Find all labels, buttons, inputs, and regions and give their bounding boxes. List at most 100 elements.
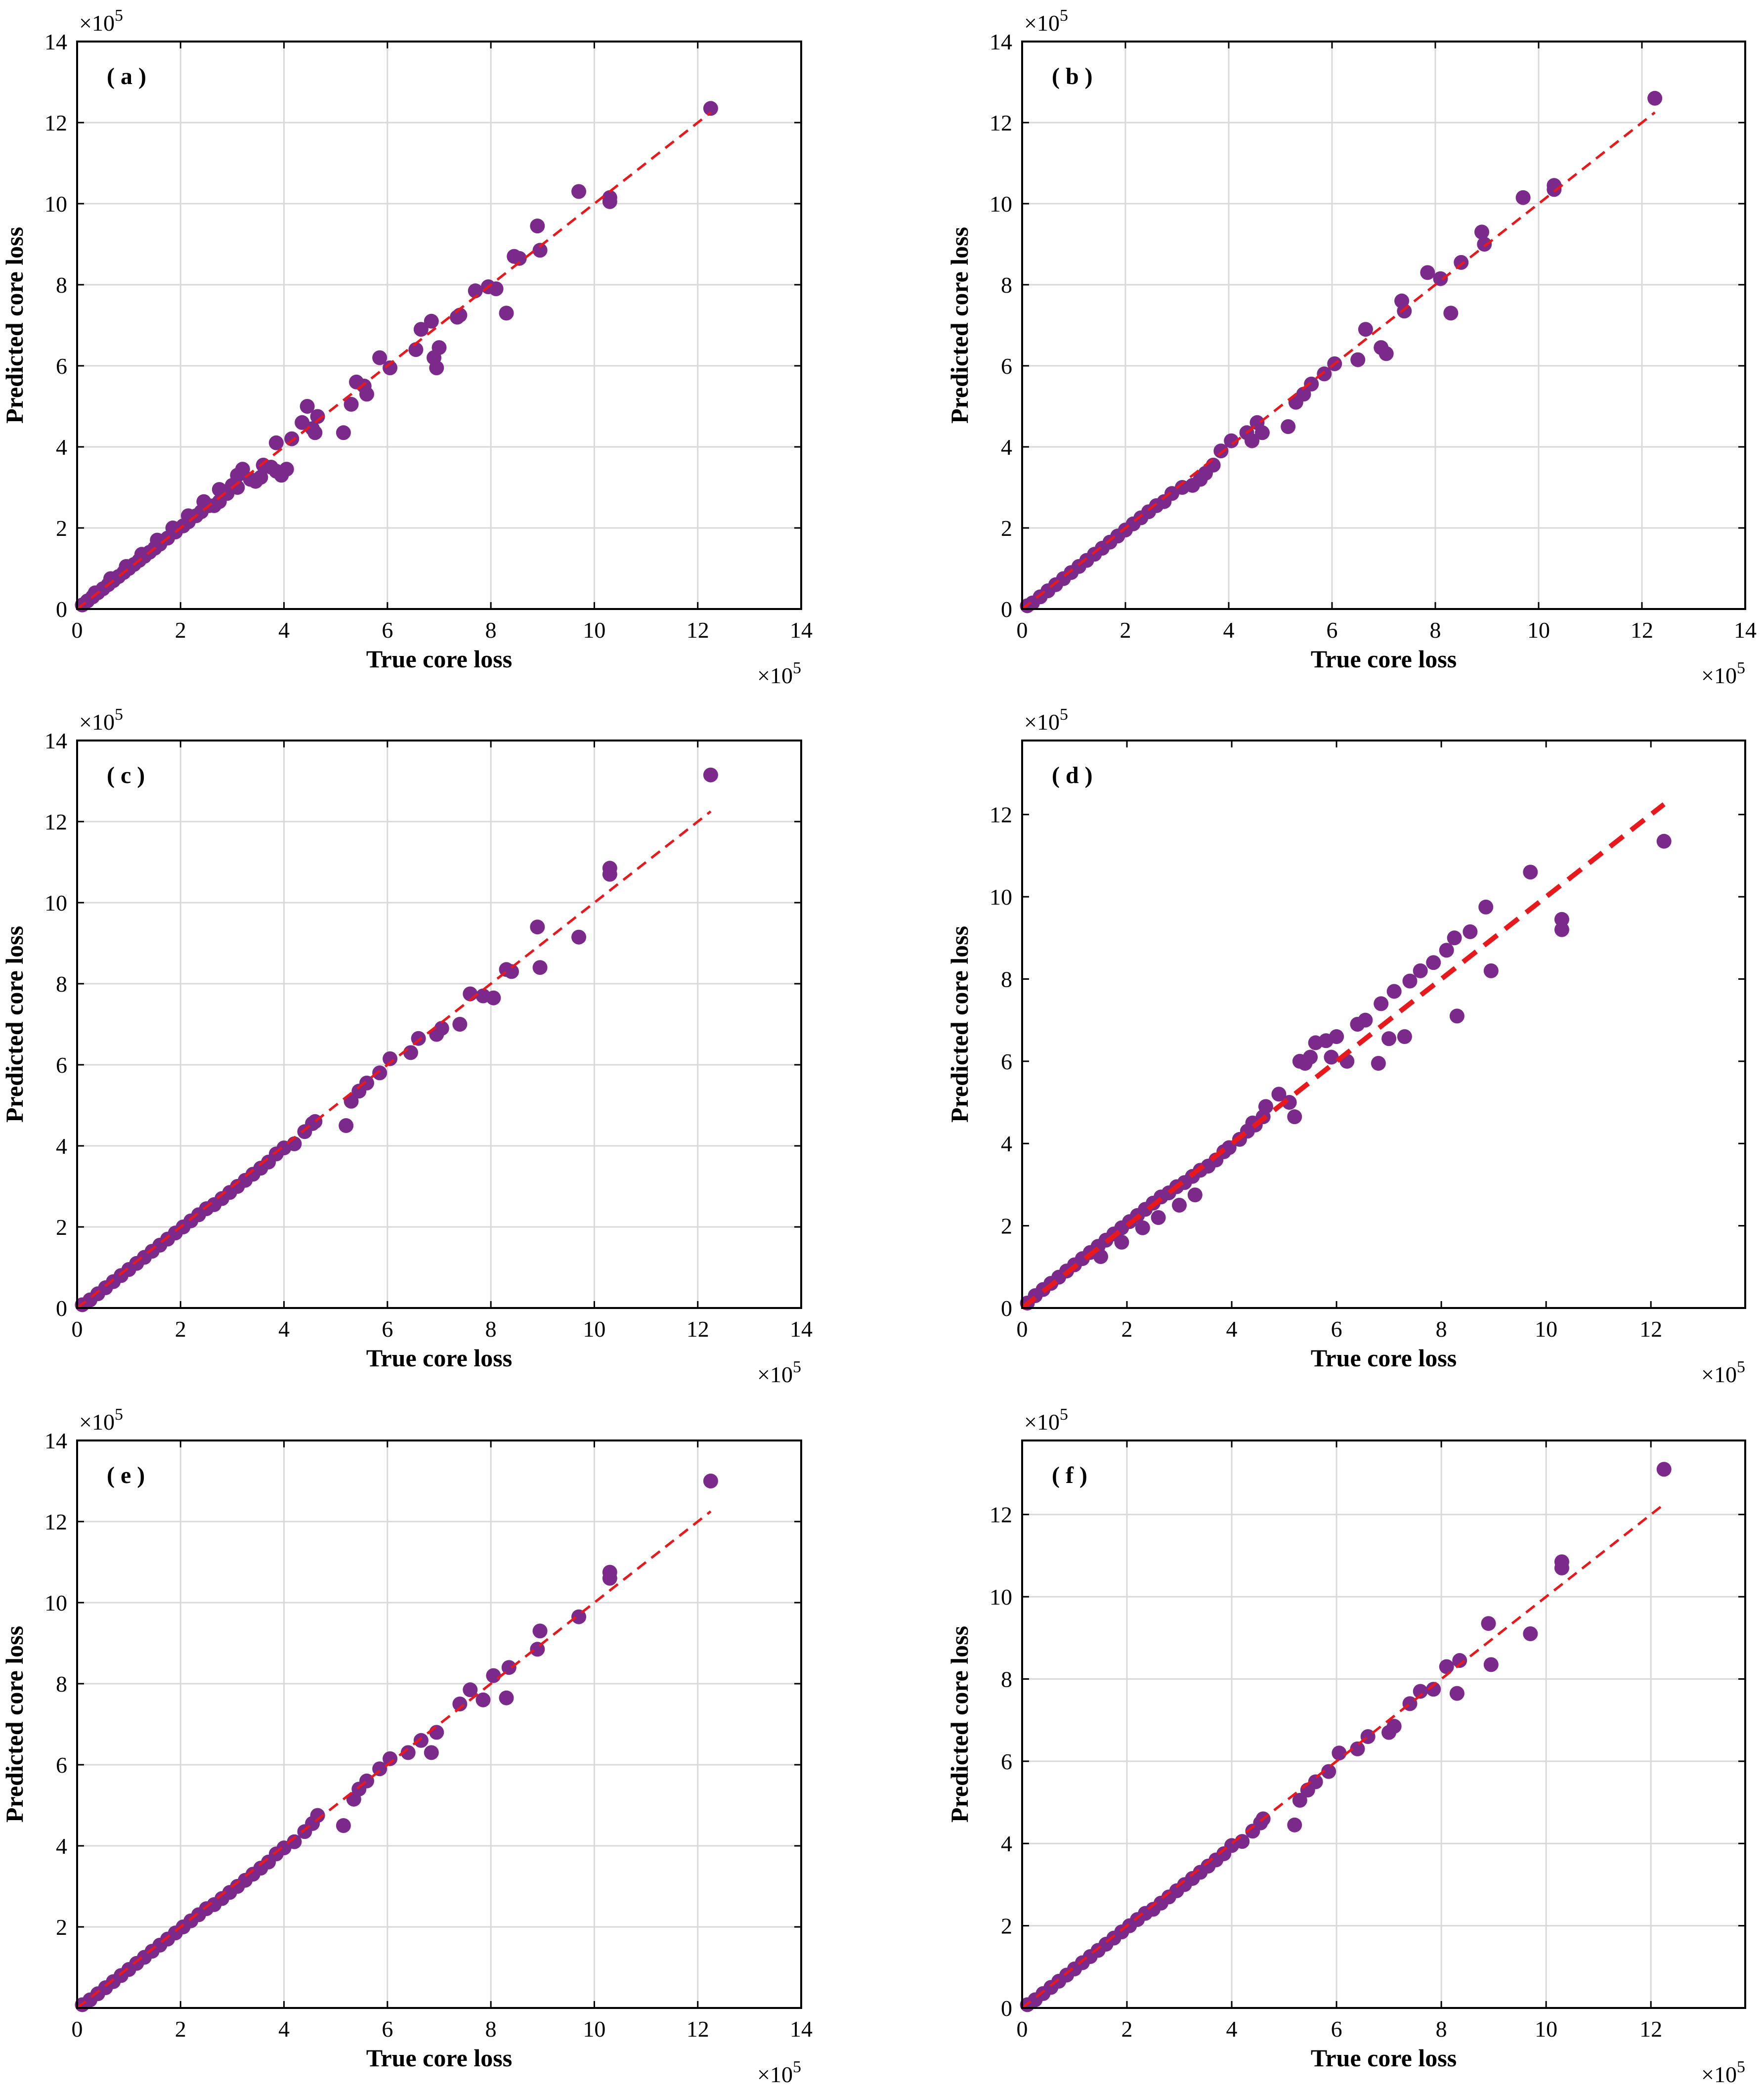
- x-tick-label: 8: [1436, 2016, 1447, 2042]
- x-tick-label: 4: [278, 2016, 290, 2042]
- y-tick-label: 10: [44, 1590, 67, 1615]
- data-point: [1374, 996, 1389, 1011]
- panel-b: 0 2 4 6 8 10 12 14 0 2 4 6 8 10 12 14 True core loss Pred…: [946, 6, 1757, 688]
- data-point: [1093, 1249, 1109, 1265]
- x-tick-label: 14: [790, 1316, 813, 1342]
- data-point: [530, 218, 545, 234]
- x-tick-label: 14: [1734, 617, 1757, 643]
- y-tick-label: 12: [44, 1509, 67, 1534]
- y-tick-label: 6: [1001, 1049, 1012, 1074]
- y-multiplier-exponent: 5: [1060, 1405, 1068, 1424]
- panel-label: ( b ): [1052, 63, 1093, 89]
- panel-label: ( c ): [107, 762, 145, 788]
- y-tick-label: 10: [44, 890, 67, 916]
- x-multiplier-exponent: 5: [793, 1358, 801, 1376]
- panel-label: ( e ): [107, 1462, 145, 1488]
- x-tick-label: 0: [1017, 1316, 1028, 1342]
- data-point: [1213, 443, 1229, 459]
- data-point: [1439, 943, 1454, 958]
- y-multiplier: ×105: [79, 705, 123, 735]
- y-tick-label: 2: [56, 516, 67, 541]
- x-tick-label: 10: [1527, 617, 1550, 643]
- data-point: [1426, 1682, 1441, 1697]
- y-multiplier: ×105: [79, 6, 123, 36]
- data-point: [268, 435, 284, 450]
- data-point: [602, 867, 617, 882]
- data-point: [501, 1660, 516, 1675]
- y-tick-label: 2: [56, 1215, 67, 1240]
- panel-label: ( d ): [1052, 762, 1093, 788]
- x-tick-label: 10: [583, 617, 605, 643]
- y-multiplier-base: ×10: [1024, 709, 1060, 735]
- data-point: [336, 1818, 351, 1833]
- y-multiplier-base: ×10: [79, 1409, 115, 1435]
- reference-line: [1020, 802, 1666, 1310]
- x-tick-label: 6: [1331, 2016, 1342, 2042]
- x-multiplier-exponent: 5: [793, 2058, 801, 2076]
- data-point: [1224, 433, 1239, 448]
- axes-box: [76, 41, 802, 610]
- data-point: [532, 243, 548, 258]
- y-tick-label: 8: [1001, 1666, 1012, 1692]
- y-tick-label: 4: [56, 435, 67, 460]
- data-point: [300, 399, 315, 414]
- data-point: [1443, 305, 1459, 321]
- data-point: [532, 960, 548, 975]
- y-axis-label: Predicted core loss: [946, 926, 973, 1123]
- x-tick-label: 6: [382, 1316, 393, 1342]
- y-tick-label: 14: [44, 728, 67, 753]
- x-tick-label: 2: [1121, 2016, 1133, 2042]
- x-tick-label: 10: [1535, 1316, 1557, 1342]
- x-tick-label: 8: [485, 2016, 497, 2042]
- data-point: [310, 409, 325, 424]
- x-tick-label: 6: [382, 617, 393, 643]
- x-tick-label: 4: [278, 617, 290, 643]
- data-point: [475, 988, 491, 1003]
- x-tick-label: 12: [1639, 2016, 1662, 2042]
- data-point: [87, 585, 103, 601]
- y-tick-label: 10: [990, 884, 1012, 910]
- reference-line: [1021, 1503, 1665, 2009]
- data-point: [400, 1745, 416, 1760]
- x-tick-label: 0: [72, 2016, 83, 2042]
- data-point: [1481, 1616, 1496, 1631]
- data-point: [180, 508, 196, 523]
- y-tick-label: 12: [990, 1502, 1012, 1527]
- data-point: [372, 1065, 387, 1081]
- data-point: [1647, 90, 1663, 106]
- data-point: [530, 919, 545, 935]
- data-point: [1350, 352, 1366, 367]
- data-point: [403, 1045, 418, 1060]
- data-point: [1317, 366, 1332, 382]
- data-point: [1371, 1056, 1386, 1071]
- y-tick-label: 2: [1001, 1914, 1012, 1939]
- y-tick-label: 4: [56, 1134, 67, 1159]
- data-point: [413, 1733, 429, 1748]
- data-point: [1478, 899, 1494, 915]
- y-tick-label: 4: [1001, 435, 1012, 460]
- data-point: [1452, 1653, 1467, 1668]
- data-point: [427, 350, 442, 365]
- data-point: [1381, 1031, 1397, 1046]
- data-point: [1151, 1210, 1166, 1225]
- y-tick-label: 12: [990, 110, 1012, 135]
- y-tick-label: 14: [990, 29, 1012, 54]
- x-tick-label: 6: [382, 2016, 393, 2042]
- data-point: [165, 521, 180, 535]
- data-point: [383, 360, 398, 376]
- x-tick-label: 2: [1120, 617, 1131, 643]
- data-point: [1523, 865, 1538, 880]
- x-tick-label: 4: [1226, 2016, 1238, 2042]
- data-point: [230, 468, 245, 483]
- y-axis-label: Predicted core loss: [0, 227, 28, 424]
- x-tick-label: 0: [1017, 617, 1028, 643]
- y-tick-label: 0: [56, 597, 67, 622]
- data-point: [1413, 1684, 1428, 1699]
- data-point: [1656, 833, 1672, 849]
- data-point: [1413, 963, 1428, 978]
- panel-d: 0 2 4 6 8 10 12 0 2 4 6 8 10 12 True core loss Predicte…: [946, 705, 1746, 1387]
- data-point: [339, 1118, 354, 1133]
- x-tick-label: 4: [278, 1316, 290, 1342]
- data-point: [344, 396, 359, 412]
